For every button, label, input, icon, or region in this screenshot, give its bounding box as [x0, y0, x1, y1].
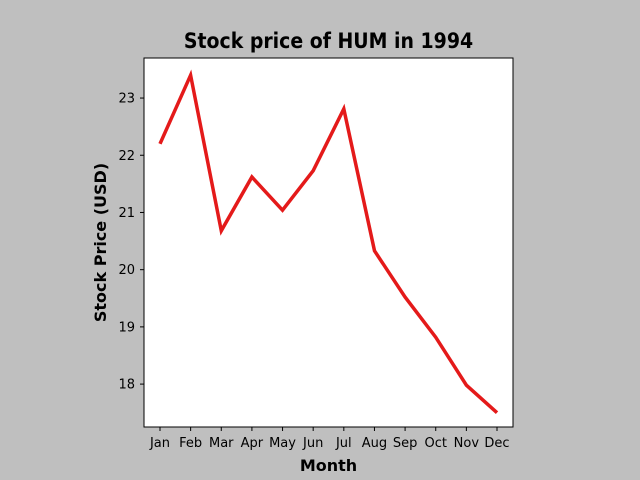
- x-axis: Jan Feb Mar Apr May Jun Jul Aug Sep Oct Nov Dec: [149, 427, 510, 451]
- x-tick-label: Dec: [484, 436, 509, 451]
- series-line: [158, 69, 499, 415]
- x-tick-label: Feb: [179, 436, 202, 451]
- y-axis-label: Stock Price (USD): [91, 163, 110, 322]
- y-tick-label: 23: [118, 92, 135, 107]
- plot-area: [143, 57, 514, 428]
- x-tick-label: Aug: [362, 436, 387, 451]
- y-axis: 18 19 20 21 22 23: [118, 92, 144, 393]
- x-tick-label: Jul: [335, 436, 352, 451]
- x-axis-label: Month: [300, 456, 357, 475]
- x-tick-label: Jun: [302, 436, 323, 451]
- y-tick-label: 22: [118, 149, 135, 164]
- series-layer: [158, 69, 499, 415]
- y-tick-label: 18: [118, 378, 135, 393]
- x-tick-label: Mar: [209, 436, 234, 451]
- y-tick-label: 20: [118, 263, 135, 278]
- x-tick-label: Apr: [241, 436, 264, 451]
- x-tick-label: May: [269, 436, 296, 451]
- x-tick-label: Nov: [454, 436, 480, 451]
- chart-title: Stock price of HUM in 1994: [184, 29, 473, 53]
- y-tick-label: 21: [118, 206, 135, 221]
- y-tick-label: 19: [118, 320, 135, 335]
- x-tick-label: Jan: [149, 436, 170, 451]
- x-tick-label: Oct: [424, 436, 446, 451]
- x-tick-label: Sep: [393, 436, 418, 451]
